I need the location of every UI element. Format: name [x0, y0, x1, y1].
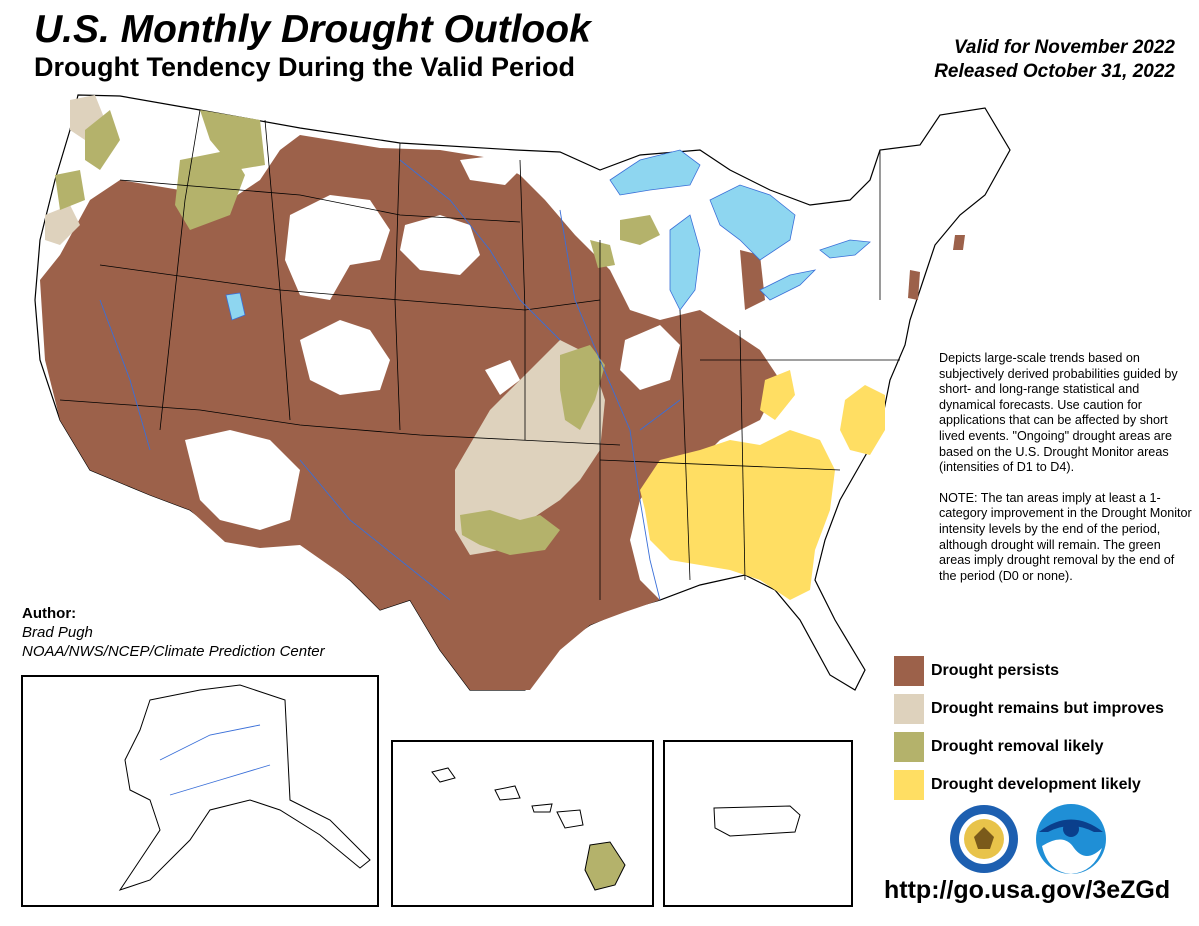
legend-label: Drought development likely [931, 776, 1141, 793]
legend-item-removal: Drought removal likely [894, 732, 1164, 762]
legend-swatch-removal [894, 732, 924, 762]
legend-label: Drought persists [931, 662, 1060, 679]
legend-label: Drought remains but improves [931, 700, 1164, 717]
valid-period: Valid for November 2022 [953, 37, 1175, 58]
rivers [99, 159, 681, 601]
state-boundaries [59, 109, 900, 600]
legend-swatch-improves [894, 694, 924, 724]
legend-label: Drought removal likely [931, 738, 1104, 755]
description-paragraph-2: NOTE: The tan areas imply at least a 1-c… [939, 490, 1192, 583]
validity-info: Valid for November 2022 Released October… [934, 36, 1175, 84]
legend-swatch-persists [894, 656, 924, 686]
great-lakes [225, 149, 871, 321]
outlook-url-link[interactable]: http://go.usa.gov/3eZGd [884, 876, 1171, 904]
legend-swatch-development [894, 770, 924, 800]
drought-development-areas [640, 370, 885, 600]
legend-item-development: Drought development likely [894, 770, 1164, 800]
page-subtitle: Drought Tendency During the Valid Period [34, 52, 576, 82]
doc-seal-logo [950, 805, 1018, 873]
legend-item-persists: Drought persists [894, 656, 1164, 686]
release-date: Released October 31, 2022 [934, 61, 1175, 82]
page-title: U.S. Monthly Drought Outlook [34, 8, 591, 51]
author-block: Author: Brad Pugh NOAA/NWS/NCEP/Climate … [22, 604, 325, 661]
drought-removal-areas [55, 110, 660, 880]
description-text: Depicts large-scale trends based on subj… [939, 351, 1195, 599]
hawaii-islands [431, 767, 584, 829]
puerto-rico-outline [713, 805, 801, 837]
alaska-rivers [159, 724, 271, 796]
legend: Drought persists Drought remains but imp… [894, 656, 1164, 808]
noaa-logo [1036, 804, 1106, 874]
legend-item-improves: Drought remains but improves [894, 694, 1164, 724]
description-paragraph-1: Depicts large-scale trends based on subj… [939, 351, 1178, 475]
no-drought-areas [120, 135, 680, 530]
hawaii-big-island [584, 841, 626, 891]
author-heading: Author: [22, 605, 77, 622]
alaska-outline [118, 684, 371, 891]
author-org: NOAA/NWS/NCEP/Climate Prediction Center [22, 643, 325, 660]
author-name: Brad Pugh [22, 624, 93, 641]
